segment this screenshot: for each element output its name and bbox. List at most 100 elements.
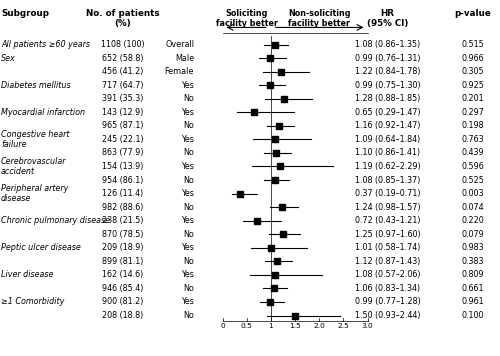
Text: 0.72 (0.43–1.21): 0.72 (0.43–1.21) (355, 216, 420, 225)
Text: HR
(95% CI): HR (95% CI) (367, 9, 408, 28)
Text: 0.525: 0.525 (461, 176, 484, 184)
Text: Subgroup: Subgroup (1, 9, 49, 18)
Text: 0.65 (0.29–1.47): 0.65 (0.29–1.47) (354, 108, 420, 117)
Text: 0.297: 0.297 (461, 108, 484, 117)
Text: 0.983: 0.983 (461, 243, 484, 252)
Text: 2.5: 2.5 (338, 323, 349, 329)
Text: No: No (183, 148, 194, 157)
Text: 0.198: 0.198 (461, 121, 484, 130)
Text: Yes: Yes (181, 216, 194, 225)
Text: Yes: Yes (181, 108, 194, 117)
Text: No: No (183, 121, 194, 130)
Text: 3.0: 3.0 (362, 323, 374, 329)
Text: 456 (41.2): 456 (41.2) (102, 67, 143, 76)
Text: 1.16 (0.92–1.47): 1.16 (0.92–1.47) (355, 121, 420, 130)
Text: 0.5: 0.5 (241, 323, 252, 329)
Text: Yes: Yes (181, 189, 194, 198)
Text: 1.19 (0.62–2.29): 1.19 (0.62–2.29) (354, 162, 420, 171)
Text: ≥1 Comorbidity: ≥1 Comorbidity (1, 298, 64, 307)
Text: Female: Female (164, 67, 194, 76)
Text: 1.28 (0.88–1.85): 1.28 (0.88–1.85) (355, 94, 420, 103)
Text: 0.201: 0.201 (461, 94, 484, 103)
Text: 0.079: 0.079 (461, 230, 484, 239)
Text: 0.383: 0.383 (461, 257, 484, 266)
Text: Sex: Sex (1, 53, 16, 63)
Text: 1.50 (0.93–2.44): 1.50 (0.93–2.44) (355, 311, 420, 320)
Text: Cerebrovascular
accident: Cerebrovascular accident (1, 157, 66, 176)
Text: All patients ≥60 years: All patients ≥60 years (1, 40, 90, 49)
Text: 0.99 (0.75–1.30): 0.99 (0.75–1.30) (354, 81, 420, 90)
Text: Peptic ulcer disease: Peptic ulcer disease (1, 243, 81, 252)
Text: 954 (86.1): 954 (86.1) (102, 176, 143, 184)
Text: No: No (183, 203, 194, 211)
Text: Liver disease: Liver disease (1, 270, 54, 279)
Text: 899 (81.1): 899 (81.1) (102, 257, 143, 266)
Text: 652 (58.8): 652 (58.8) (102, 53, 144, 63)
Text: 0.439: 0.439 (461, 148, 484, 157)
Text: 0.961: 0.961 (461, 298, 484, 307)
Text: 870 (78.5): 870 (78.5) (102, 230, 144, 239)
Text: 1.09 (0.64–1.84): 1.09 (0.64–1.84) (355, 135, 420, 144)
Text: 1: 1 (268, 323, 273, 329)
Text: Congestive heart
failure: Congestive heart failure (1, 130, 70, 149)
Text: 0.596: 0.596 (461, 162, 484, 171)
Text: Diabetes mellitus: Diabetes mellitus (1, 81, 70, 90)
Text: 0.763: 0.763 (461, 135, 484, 144)
Text: Non-soliciting
facility better: Non-soliciting facility better (288, 9, 350, 28)
Text: Yes: Yes (181, 162, 194, 171)
Text: 863 (77.9): 863 (77.9) (102, 148, 144, 157)
Text: 1.10 (0.86–1.41): 1.10 (0.86–1.41) (355, 148, 420, 157)
Text: 1.5: 1.5 (289, 323, 301, 329)
Text: 0.661: 0.661 (461, 284, 484, 293)
Text: 143 (12.9): 143 (12.9) (102, 108, 143, 117)
Text: Yes: Yes (181, 270, 194, 279)
Text: 0.100: 0.100 (461, 311, 484, 320)
Text: 0.003: 0.003 (461, 189, 484, 198)
Text: No. of patients
(%): No. of patients (%) (86, 9, 160, 28)
Text: 245 (22.1): 245 (22.1) (102, 135, 143, 144)
Text: 0.925: 0.925 (461, 81, 484, 90)
Text: 0.074: 0.074 (461, 203, 484, 211)
Text: 238 (21.5): 238 (21.5) (102, 216, 144, 225)
Text: Overall: Overall (165, 40, 194, 49)
Text: 0.37 (0.19–0.71): 0.37 (0.19–0.71) (355, 189, 420, 198)
Text: Yes: Yes (181, 81, 194, 90)
Text: No: No (183, 230, 194, 239)
Text: Myocardial infarction: Myocardial infarction (1, 108, 85, 117)
Text: 208 (18.8): 208 (18.8) (102, 311, 143, 320)
Text: 0: 0 (220, 323, 225, 329)
Text: No: No (183, 94, 194, 103)
Text: 1.01 (0.58–1.74): 1.01 (0.58–1.74) (355, 243, 420, 252)
Text: 982 (88.6): 982 (88.6) (102, 203, 143, 211)
Text: No: No (183, 284, 194, 293)
Text: 154 (13.9): 154 (13.9) (102, 162, 143, 171)
Text: No: No (183, 257, 194, 266)
Text: 1.12 (0.87–1.43): 1.12 (0.87–1.43) (355, 257, 420, 266)
Text: p-value: p-value (454, 9, 491, 18)
Text: No: No (183, 176, 194, 184)
Text: 1.06 (0.83–1.34): 1.06 (0.83–1.34) (355, 284, 420, 293)
Text: Yes: Yes (181, 135, 194, 144)
Text: 2.0: 2.0 (313, 323, 325, 329)
Text: 1.08 (0.86–1.35): 1.08 (0.86–1.35) (355, 40, 420, 49)
Text: 1.25 (0.97–1.60): 1.25 (0.97–1.60) (354, 230, 420, 239)
Text: 1.24 (0.98–1.57): 1.24 (0.98–1.57) (354, 203, 420, 211)
Text: 0.99 (0.76–1.31): 0.99 (0.76–1.31) (355, 53, 420, 63)
Text: 0.220: 0.220 (461, 216, 484, 225)
Text: 209 (18.9): 209 (18.9) (102, 243, 144, 252)
Text: 1.08 (0.85–1.37): 1.08 (0.85–1.37) (355, 176, 420, 184)
Text: 1.22 (0.84–1.78): 1.22 (0.84–1.78) (355, 67, 420, 76)
Text: Chronic pulmonary disease: Chronic pulmonary disease (1, 216, 110, 225)
Text: 946 (85.4): 946 (85.4) (102, 284, 143, 293)
Text: 965 (87.1): 965 (87.1) (102, 121, 144, 130)
Text: 162 (14.6): 162 (14.6) (102, 270, 143, 279)
Text: 0.305: 0.305 (461, 67, 484, 76)
Text: Yes: Yes (181, 243, 194, 252)
Text: Peripheral artery
disease: Peripheral artery disease (1, 184, 68, 203)
Text: 717 (64.7): 717 (64.7) (102, 81, 144, 90)
Text: Yes: Yes (181, 298, 194, 307)
Text: 1.08 (0.57–2.06): 1.08 (0.57–2.06) (355, 270, 420, 279)
Text: 900 (81.2): 900 (81.2) (102, 298, 143, 307)
Text: 0.99 (0.77–1.28): 0.99 (0.77–1.28) (354, 298, 420, 307)
Text: Male: Male (175, 53, 194, 63)
